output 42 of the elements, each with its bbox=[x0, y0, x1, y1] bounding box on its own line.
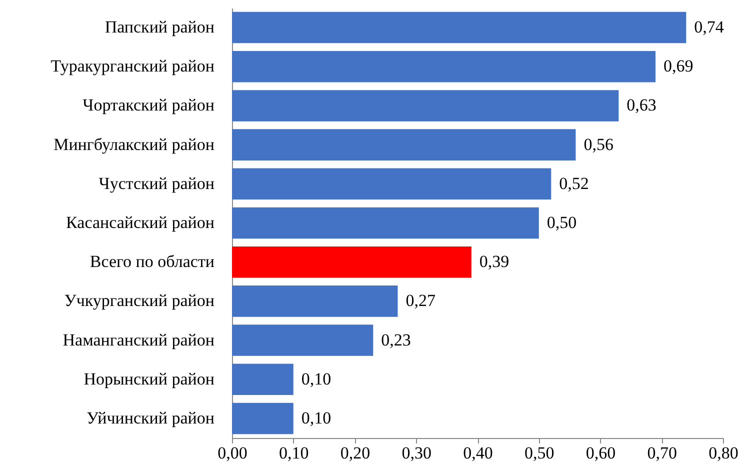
data-label: 0,63 bbox=[626, 96, 656, 115]
data-label: 0,27 bbox=[406, 291, 436, 310]
x-tick-label: 0,60 bbox=[586, 444, 616, 462]
x-tick-label: 0,20 bbox=[340, 444, 370, 462]
y-tick-label: Мингбулакский район bbox=[54, 134, 214, 154]
x-tick-label: 0,00 bbox=[218, 444, 248, 462]
y-tick-label: Чортакский район bbox=[82, 96, 214, 115]
bar bbox=[232, 246, 472, 278]
x-tick-label: 0,70 bbox=[647, 444, 677, 462]
x-tick-label: 0,30 bbox=[402, 444, 432, 462]
bar bbox=[232, 364, 294, 395]
bar bbox=[232, 90, 619, 122]
data-label: 0,39 bbox=[479, 252, 510, 272]
data-label: 0,10 bbox=[301, 369, 332, 388]
data-label: 0,52 bbox=[559, 174, 589, 193]
bar bbox=[232, 168, 552, 200]
y-tick-label: Всего по области bbox=[90, 252, 214, 272]
y-tick-label: Уйчинский район bbox=[86, 408, 214, 428]
y-tick-label: Туракурганский район bbox=[50, 56, 214, 76]
y-tick-label: Касансайский район bbox=[66, 213, 214, 232]
y-tick-label: Чустский район bbox=[98, 174, 214, 193]
bar bbox=[232, 12, 686, 44]
data-label: 0,69 bbox=[663, 56, 694, 76]
bar bbox=[232, 402, 294, 434]
x-tick-label: 0,80 bbox=[708, 444, 738, 462]
y-tick-label: Норынский район bbox=[84, 369, 214, 388]
x-tick-label: 0,10 bbox=[279, 444, 309, 462]
y-tick-label: Папский район bbox=[104, 18, 214, 37]
data-label: 0,10 bbox=[301, 408, 332, 428]
bar bbox=[232, 324, 374, 356]
bar bbox=[232, 129, 576, 160]
y-tick-label: Наманганский район bbox=[62, 330, 214, 350]
data-label: 0,50 bbox=[546, 213, 577, 232]
x-tick-label: 0,50 bbox=[524, 444, 554, 462]
data-label: 0,56 bbox=[584, 134, 614, 154]
data-label: 0,74 bbox=[694, 18, 724, 37]
data-label: 0,23 bbox=[381, 330, 411, 350]
bar bbox=[232, 286, 398, 317]
bar bbox=[232, 51, 656, 82]
y-tick-label: Учкурганский район bbox=[64, 291, 214, 310]
x-tick-label: 0,40 bbox=[463, 444, 493, 462]
bar bbox=[232, 207, 539, 239]
